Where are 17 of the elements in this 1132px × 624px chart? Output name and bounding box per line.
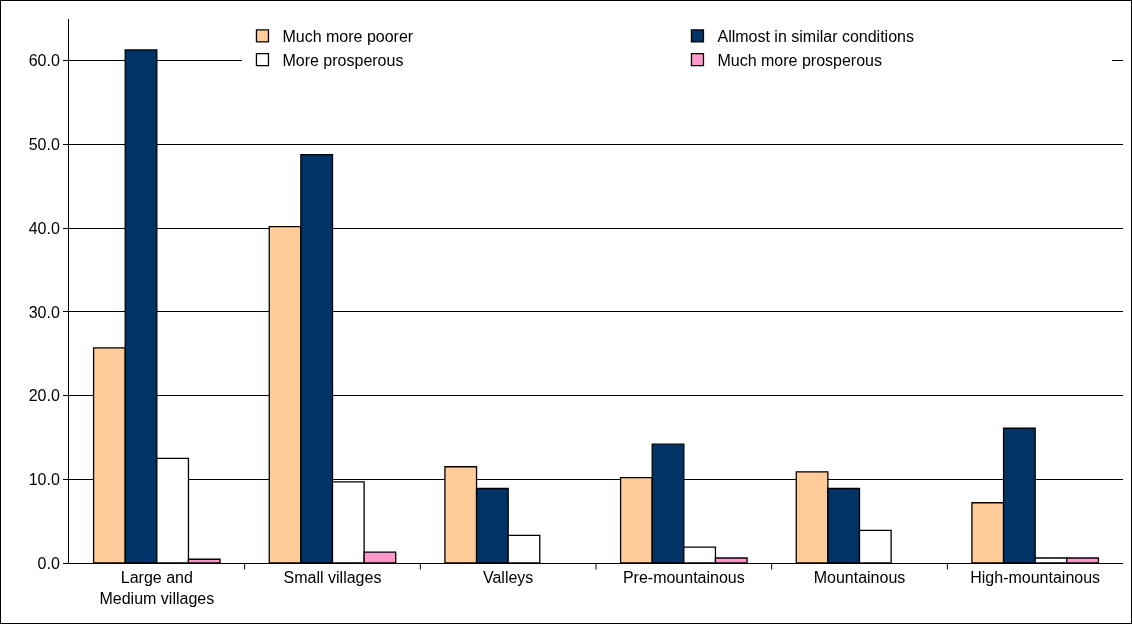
y-tick-label: 20.0 xyxy=(28,387,60,405)
y-tick-label: 40.0 xyxy=(28,219,60,237)
x-tick-label: Large and Medium villages xyxy=(99,569,215,607)
legend-label: Allmost in similar conditions xyxy=(717,28,914,46)
y-tick-label: 0.0 xyxy=(37,554,60,572)
legend-label: Much more prosperous xyxy=(717,51,882,69)
x-tick-label: Small villages xyxy=(283,569,382,587)
y-tick-label: 10.0 xyxy=(28,470,60,488)
x-tick-label: Mountainous xyxy=(813,569,906,587)
x-tick-label: High-mountainous xyxy=(970,569,1101,587)
legend-label: More prosperous xyxy=(282,51,404,69)
legend-label: Much more poorer xyxy=(282,28,414,46)
y-tick-label: 30.0 xyxy=(28,303,60,321)
y-tick-label: 60.0 xyxy=(28,52,60,70)
x-tick-label: Pre-mountainous xyxy=(622,569,745,587)
y-tick-label: 50.0 xyxy=(28,136,60,154)
x-tick-label: Valleys xyxy=(482,569,534,587)
